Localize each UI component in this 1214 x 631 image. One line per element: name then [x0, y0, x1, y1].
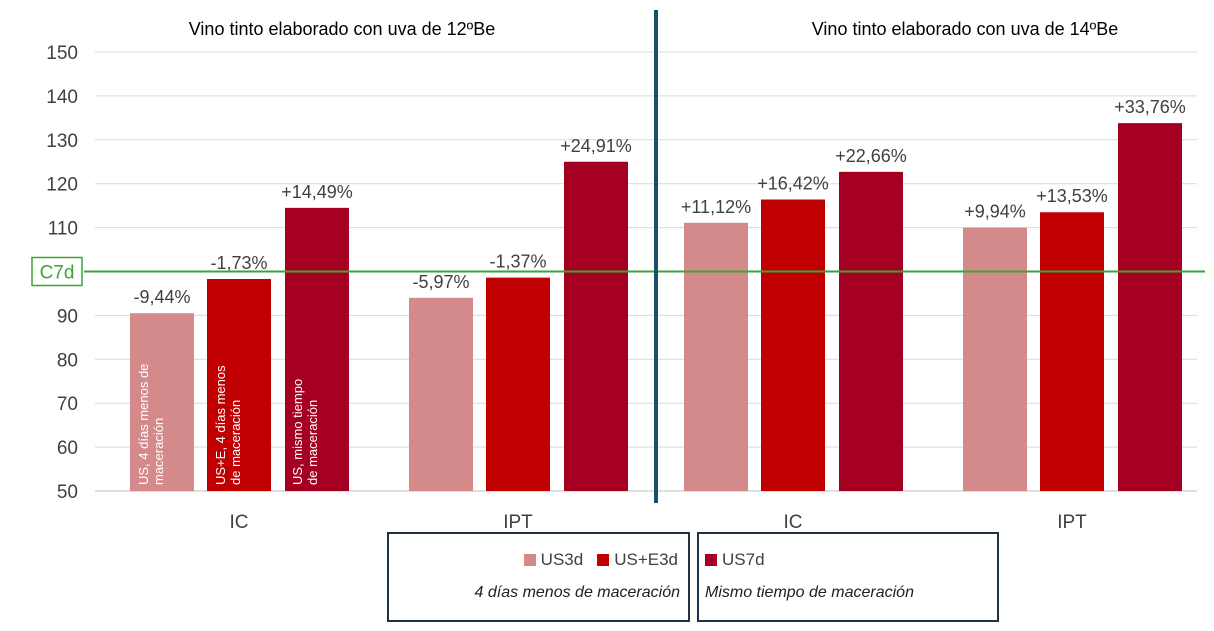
bar — [409, 297, 473, 491]
y-tick-label: 50 — [57, 482, 78, 503]
y-tick-label: 120 — [46, 175, 78, 196]
x-category-label: IC — [784, 512, 803, 533]
data-label: -1,37% — [489, 252, 546, 272]
bar-annotation-line: maceración — [151, 418, 166, 485]
y-tick-label: 150 — [46, 43, 78, 64]
bar — [963, 227, 1027, 491]
bar — [1118, 123, 1182, 492]
reference-label-box — [31, 256, 83, 287]
y-tick-label: 70 — [57, 394, 78, 415]
data-label: -9,44% — [133, 287, 190, 307]
data-label: +16,42% — [757, 174, 829, 194]
data-label: +33,76% — [1114, 97, 1186, 117]
legend-note-left: 4 días menos de maceración — [474, 584, 680, 601]
y-tick-label: 90 — [57, 306, 78, 327]
bar-annotation-line: US, 4 días menos de — [136, 364, 151, 485]
data-label: -5,97% — [412, 272, 469, 292]
bar — [684, 222, 748, 491]
legend-swatch-us3d — [523, 554, 536, 566]
bar — [486, 277, 550, 491]
bar-annotation-line: de maceración — [228, 400, 243, 485]
legend-item-us3d: US3d — [523, 550, 584, 570]
y-tick-label: 130 — [46, 131, 78, 152]
bar — [761, 199, 825, 491]
data-label: -1,73% — [210, 253, 267, 273]
data-label: +11,12% — [681, 197, 751, 217]
data-label: +9,94% — [964, 202, 1026, 222]
legend-item-us7d: US7d — [705, 550, 765, 570]
bar-annotation-line: US+E, 4 días menos — [213, 365, 228, 485]
panel-title: Vino tinto elaborado con uva de 14ºBe — [812, 19, 1118, 39]
bar-annotation: US, mismo tiempode maceración — [290, 379, 320, 485]
y-tick-label: 140 — [46, 87, 78, 108]
x-category-label: IPT — [1057, 512, 1087, 533]
legend-swatch-us7d — [705, 554, 717, 566]
data-label: +24,91% — [560, 136, 632, 156]
legend-item-use3d: US+E3d — [597, 550, 678, 570]
bar-annotation: US, 4 días menos demaceración — [136, 364, 166, 485]
bar — [130, 313, 194, 491]
bar-annotation: US+E, 4 días menosde maceración — [213, 365, 243, 485]
legend-right: US7d Mismo tiempo de maceración — [697, 532, 999, 622]
bar — [564, 161, 628, 491]
y-tick-label: 80 — [57, 350, 78, 371]
legend-label-use3d: US+E3d — [614, 550, 678, 569]
bar — [839, 171, 903, 492]
x-category-label: IC — [230, 512, 249, 533]
legend-note-right: Mismo tiempo de maceración — [705, 584, 914, 601]
reference-label: C7d — [40, 263, 75, 284]
panel-title: Vino tinto elaborado con uva de 12ºBe — [189, 19, 495, 39]
legend-label-us7d: US7d — [722, 550, 765, 569]
bar — [207, 278, 271, 491]
legend-label-us3d: US3d — [540, 550, 584, 569]
data-label: +22,66% — [835, 146, 907, 166]
data-label: +14,49% — [281, 182, 353, 202]
legend-left: US3d US+E3d 4 días menos de maceración — [387, 532, 690, 622]
bar — [1040, 212, 1104, 492]
data-label: +13,53% — [1036, 186, 1108, 206]
y-tick-label: 110 — [48, 219, 78, 240]
bar-annotation-line: US, mismo tiempo — [290, 379, 305, 485]
bar-annotation-line: de maceración — [305, 400, 320, 485]
legend-swatch-use3d — [597, 554, 610, 566]
bar — [285, 207, 349, 491]
x-category-label: IPT — [503, 512, 533, 533]
y-tick-label: 60 — [57, 438, 78, 459]
